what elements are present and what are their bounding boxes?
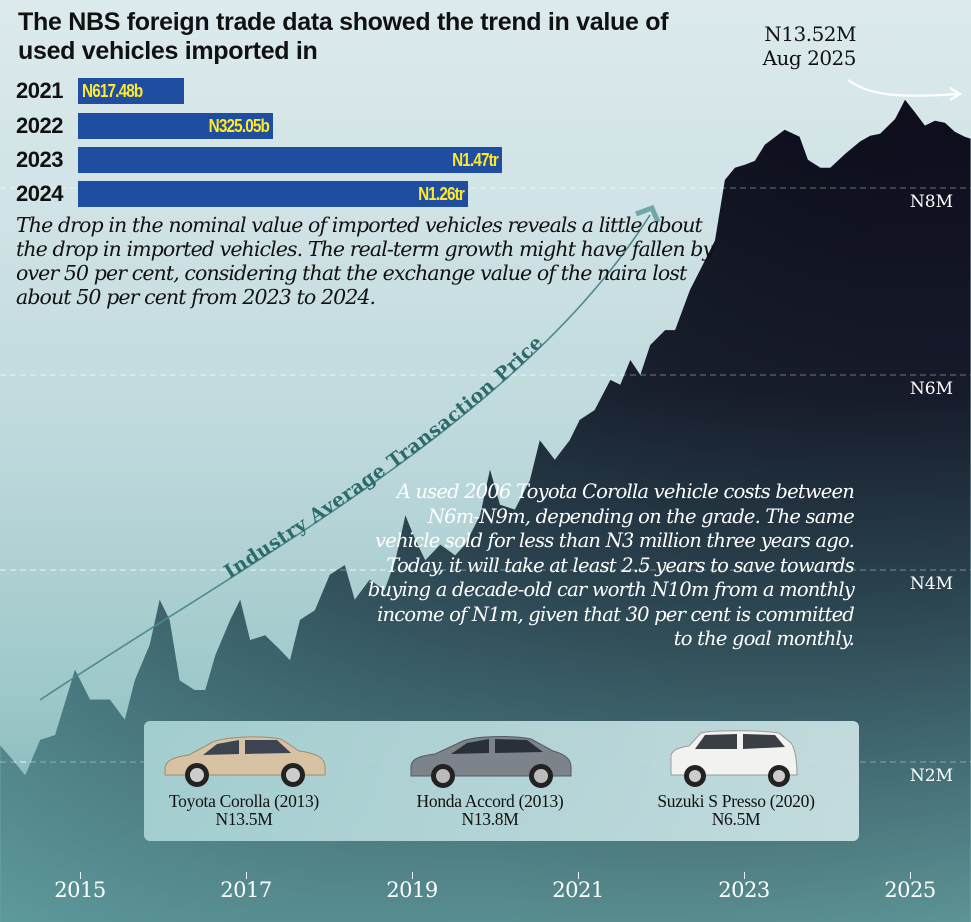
car-name: Suzuki S Presso (2020) xyxy=(657,791,815,811)
peak-arrow-icon xyxy=(847,79,959,97)
x-tick-label: 2023 xyxy=(718,878,770,902)
corolla-note: A used 2006 Toyota Corolla vehicle costs… xyxy=(367,480,855,650)
cars-panel: Toyota Corolla (2013) N13.5M Honda Accor… xyxy=(144,721,859,841)
y-tick-label: N4M xyxy=(909,574,953,594)
bar-year-label: 2024 xyxy=(16,181,63,206)
imports-bar: N617.48b xyxy=(78,78,184,104)
trend-arrowhead-icon xyxy=(635,204,661,223)
imports-bar: N325.05b xyxy=(78,113,273,139)
car-card-toyota-corolla: Toyota Corolla (2013) N13.5M xyxy=(144,729,344,828)
x-tick-mark xyxy=(910,872,911,879)
car-name: Toyota Corolla (2013) xyxy=(169,791,319,811)
imports-bar: N1.47tr xyxy=(78,147,502,173)
price-area-tint xyxy=(0,99,971,922)
x-tick-label: 2019 xyxy=(386,878,438,902)
trend-curve xyxy=(39,214,651,701)
x-tick-mark xyxy=(578,872,579,879)
car-body xyxy=(164,736,326,776)
x-tick-label: 2015 xyxy=(54,878,106,902)
intro-paragraph: The drop in the nominal value of importe… xyxy=(16,213,714,309)
bar-year-label: 2023 xyxy=(16,147,63,172)
bar-year-label: 2021 xyxy=(16,78,63,103)
x-tick-label: 2025 xyxy=(884,878,936,902)
x-tick-mark xyxy=(80,872,81,879)
car-price: N6.5M xyxy=(711,809,761,829)
car-name: Honda Accord (2013) xyxy=(416,791,564,811)
hatchback-car-icon xyxy=(670,730,798,787)
bar-value-label: N617.48b xyxy=(82,81,143,101)
y-tick-label: N6M xyxy=(909,379,953,399)
x-tick-label: 2017 xyxy=(220,878,272,902)
y-tick-label: N8M xyxy=(909,192,953,212)
bar-value-label: N325.05b xyxy=(208,116,270,136)
peak-annotation: N13.52M Aug 2025 xyxy=(730,22,857,70)
x-tick-mark xyxy=(744,872,745,879)
peak-arrowhead-icon xyxy=(949,87,963,101)
car-card-suzuki-spresso: Suzuki S Presso (2020) N6.5M xyxy=(636,729,836,828)
peak-value: N13.52M xyxy=(764,22,856,46)
bar-value-label: N1.47tr xyxy=(452,150,499,170)
peak-date: Aug 2025 xyxy=(762,46,857,70)
sedan-car-icon xyxy=(164,736,326,787)
car-price: N13.5M xyxy=(215,809,273,829)
car-price: N13.8M xyxy=(461,809,519,829)
bar-value-label: N1.26tr xyxy=(418,184,465,204)
imports-bar: N1.26tr xyxy=(78,181,468,207)
bar-year-label: 2022 xyxy=(16,113,63,138)
headline: The NBS foreign trade data showed the tr… xyxy=(18,8,669,65)
x-tick-label: 2021 xyxy=(552,878,604,902)
x-tick-mark xyxy=(246,872,247,879)
sedan-car-icon xyxy=(410,736,572,788)
x-tick-mark xyxy=(412,872,413,879)
y-tick-label: N2M xyxy=(909,766,953,786)
car-card-honda-accord: Honda Accord (2013) N13.8M xyxy=(390,729,590,828)
